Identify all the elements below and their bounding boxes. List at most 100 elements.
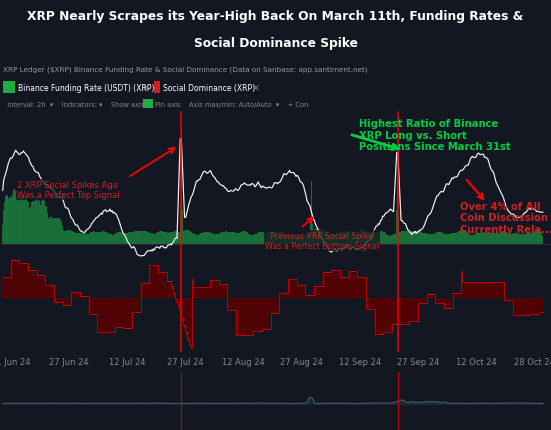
Bar [501, 233, 503, 245]
Bar [179, 299, 181, 313]
Bar [242, 232, 244, 245]
Bar [19, 263, 21, 299]
Bar [486, 233, 487, 245]
Bar [379, 299, 381, 334]
Bar [183, 299, 186, 327]
Bar [90, 233, 91, 245]
Bar [321, 230, 323, 245]
Bar [130, 232, 131, 245]
Bar [343, 231, 344, 245]
Bar [80, 233, 81, 245]
Bar [223, 232, 224, 245]
Bar [7, 196, 8, 245]
Bar [526, 299, 528, 315]
Bar [123, 233, 125, 245]
Bar [469, 282, 472, 299]
Bar [375, 233, 376, 245]
Bar [102, 232, 103, 245]
Bar [372, 299, 374, 310]
Bar [276, 232, 277, 245]
Text: Pin axis    Axis max/min: Auto/Auto  ▾    + Con: Pin axis Axis max/min: Auto/Auto ▾ + Con [155, 101, 309, 107]
Bar [449, 234, 450, 245]
Bar [56, 299, 58, 302]
Bar [275, 232, 276, 245]
Bar [118, 299, 121, 328]
Bar [108, 234, 109, 245]
Bar [238, 233, 239, 245]
Bar [92, 232, 93, 245]
Bar [60, 299, 62, 302]
Bar [32, 271, 34, 299]
Bar [432, 234, 433, 245]
Bar [217, 235, 218, 245]
Bar [220, 233, 221, 245]
Bar [274, 299, 277, 314]
Bar [181, 299, 183, 320]
Bar [203, 287, 205, 299]
Bar [149, 233, 150, 245]
Bar [334, 234, 336, 245]
Bar [309, 234, 310, 245]
Bar [338, 233, 339, 245]
Bar [216, 280, 218, 299]
Bar [212, 280, 214, 299]
Text: 28 Oct 24: 28 Oct 24 [514, 357, 551, 366]
Bar [253, 299, 255, 332]
Bar [510, 234, 511, 245]
Bar [356, 278, 359, 299]
Bar [81, 233, 82, 245]
Bar [313, 230, 314, 245]
Bar [415, 299, 417, 321]
Bar [195, 235, 196, 245]
Bar [38, 196, 39, 245]
Bar [340, 233, 341, 245]
Bar [169, 233, 170, 245]
Bar [239, 233, 240, 245]
Bar [133, 232, 134, 245]
Bar [489, 282, 491, 299]
Bar [404, 231, 405, 245]
Bar [106, 233, 107, 245]
Bar [444, 234, 445, 245]
Bar [64, 232, 65, 245]
Bar [132, 299, 134, 312]
Bar [289, 280, 292, 299]
Bar [326, 233, 327, 245]
Bar [284, 233, 285, 245]
Bar [422, 299, 424, 304]
Bar [229, 233, 231, 245]
Text: Previous XRP Social Spike
Was a Perfect Bottom Signal: Previous XRP Social Spike Was a Perfect … [265, 231, 379, 250]
Bar [300, 235, 301, 245]
Bar [301, 235, 302, 245]
Bar [352, 272, 355, 299]
Bar [467, 233, 468, 245]
Bar [198, 235, 199, 245]
Bar [391, 299, 393, 325]
Bar [143, 100, 153, 109]
Bar [290, 236, 291, 245]
Bar [287, 235, 288, 245]
Bar [263, 233, 264, 245]
Bar [478, 282, 480, 299]
Bar [484, 282, 487, 299]
Bar [177, 232, 179, 245]
Bar [298, 236, 299, 245]
Bar [320, 287, 322, 299]
Bar [406, 231, 407, 245]
Bar [65, 232, 66, 245]
Bar [472, 282, 474, 299]
Bar [188, 299, 190, 341]
Bar [539, 231, 540, 245]
Bar [517, 299, 519, 315]
Bar [435, 233, 436, 245]
Bar [244, 232, 245, 245]
Bar [466, 231, 467, 245]
Bar [115, 233, 116, 245]
Bar [186, 299, 188, 335]
Bar [479, 233, 480, 245]
Bar [136, 231, 138, 245]
Bar [516, 233, 517, 245]
Bar [512, 234, 513, 245]
Bar [35, 196, 36, 245]
Bar [355, 234, 356, 245]
